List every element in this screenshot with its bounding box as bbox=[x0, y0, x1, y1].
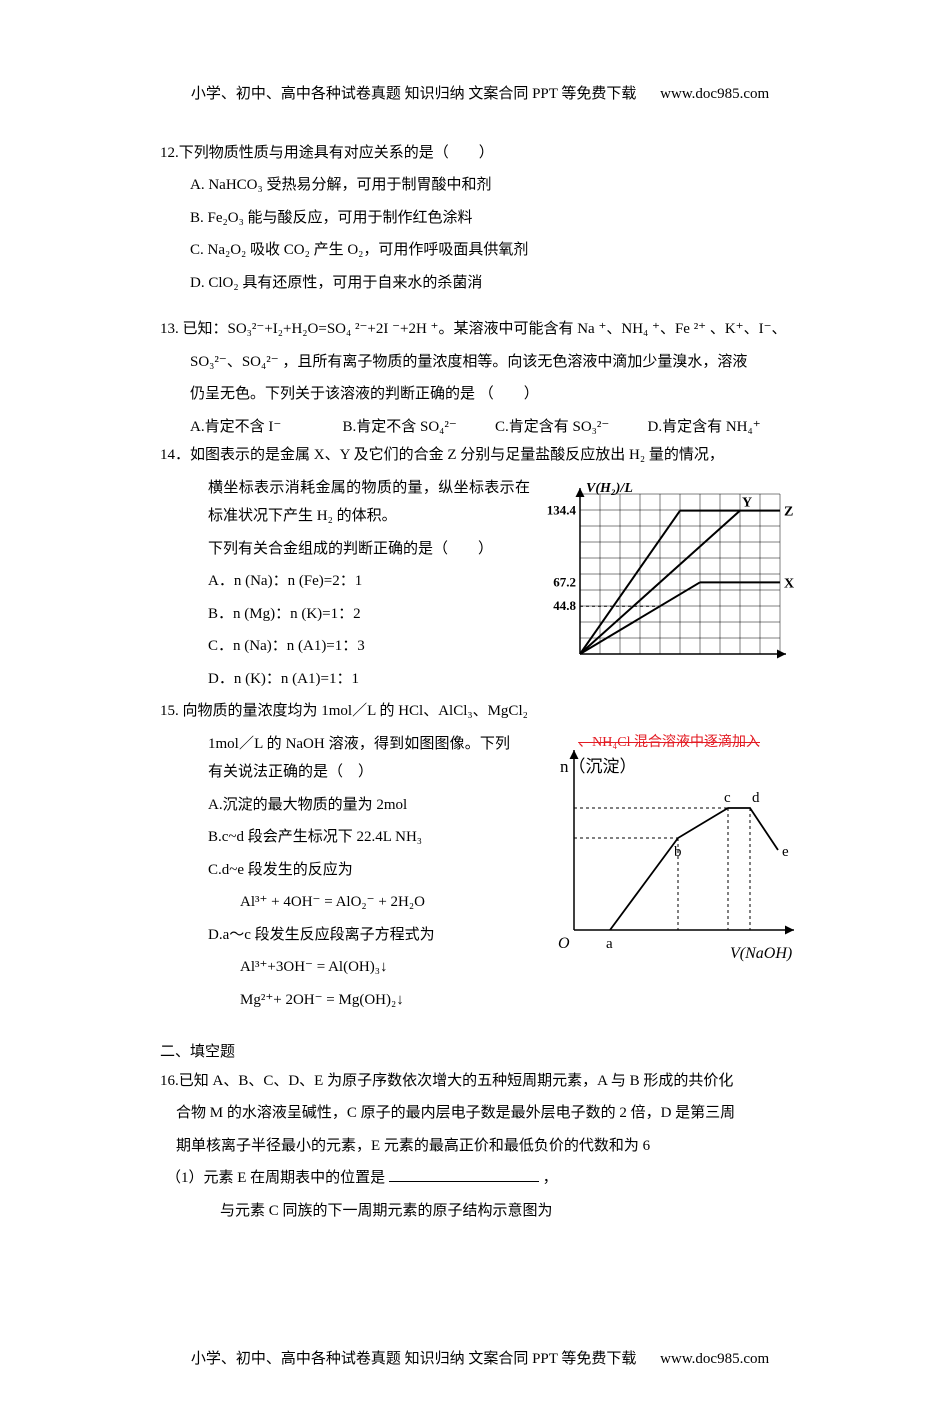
section-2-title: 二、填空题 bbox=[160, 1038, 800, 1067]
q15-d-eq2: Mg²⁺+ 2OH⁻ = Mg(OH)₂↓ bbox=[160, 986, 510, 1015]
svg-text:d: d bbox=[752, 790, 760, 806]
q13-stem-2: SO₃²⁻、SO₄²⁻ ，且所有离子物质的量浓度相等。向该无色溶液中滴加少量溴水… bbox=[160, 348, 800, 377]
svg-text:44.8: 44.8 bbox=[553, 598, 576, 613]
q16-line2: 合物 M 的水溶液呈碱性，C 原子的最内层电子数是最外层电子数的 2 倍，D 是… bbox=[160, 1099, 800, 1128]
q16-line3: 期单核离子半径最小的元素，E 元素的最高正价和最低负价的代数和为 6 bbox=[160, 1132, 800, 1161]
q12-opt-a: A. NaHCO₃ 受热易分解，可用于制胃酸中和剂 bbox=[160, 171, 800, 200]
q15-stem-1: 15. 向物质的量浓度均为 1mol／L 的 HCl、AlCl₃、MgCl₂ bbox=[160, 697, 530, 726]
q14-opt-d: D．n (K)：n (A1)=1：1 bbox=[160, 665, 530, 694]
svg-text:b: b bbox=[674, 844, 682, 860]
q16-sub1-a: （1）元素 E 在周期表中的位置是 bbox=[166, 1170, 385, 1186]
header-text: 小学、初中、高中各种试卷真题 知识归纳 文案合同 PPT 等免费下载 bbox=[191, 86, 637, 102]
q16-sub1: （1）元素 E 在周期表中的位置是 ， bbox=[160, 1164, 800, 1193]
svg-text:V(NaOH): V(NaOH) bbox=[730, 945, 792, 962]
svg-text:O: O bbox=[558, 935, 570, 952]
header-url: www.doc985.com bbox=[660, 86, 769, 102]
q14-opt-a: A．n (Na)：n (Fe)=2：1 bbox=[160, 567, 530, 596]
q13-options: A.肯定不含 I⁻ B.肯定不含 SO₄²⁻ C.肯定含有 SO₃²⁻ D.肯定… bbox=[160, 413, 800, 442]
q15-opt-a: A.沉淀的最大物质的量为 2mol bbox=[160, 791, 510, 820]
page-footer: 小学、初中、高中各种试卷真题 知识归纳 文案合同 PPT 等免费下载 www.d… bbox=[160, 1345, 800, 1374]
q14-opt-b: B．n (Mg)：n (K)=1：2 bbox=[160, 600, 530, 629]
q14-stem-2: 横坐标表示消耗金属的物质的量，纵坐标表示在标准状况下产生 H₂ 的体积。 bbox=[160, 474, 530, 531]
q13-opt-c: C.肯定含有 SO₃²⁻ bbox=[495, 413, 648, 442]
page-header: 小学、初中、高中各种试卷真题 知识归纳 文案合同 PPT 等免费下载 www.d… bbox=[160, 80, 800, 109]
q13-opt-b: B.肯定不含 SO₄²⁻ bbox=[343, 413, 496, 442]
blank-fill bbox=[389, 1166, 539, 1182]
q15-c-eq: Al³⁺ + 4OH⁻ = AlO₂⁻ + 2H₂O bbox=[160, 888, 510, 917]
svg-text:X: X bbox=[784, 576, 794, 591]
footer-url: www.doc985.com bbox=[660, 1351, 769, 1367]
svg-text:c: c bbox=[724, 790, 731, 806]
q13-opt-a: A.肯定不含 I⁻ bbox=[190, 413, 343, 442]
svg-text:134.4: 134.4 bbox=[547, 502, 577, 517]
svg-text:e: e bbox=[782, 844, 789, 860]
svg-text:V(H₂)/L: V(H₂)/L bbox=[586, 481, 633, 496]
svg-text:a: a bbox=[606, 936, 613, 952]
q14-stem-3: 下列有关合金组成的判断正确的是（ ） bbox=[160, 535, 530, 564]
svg-text:n（沉淀）: n（沉淀） bbox=[560, 757, 637, 776]
q12-stem: 12.下列物质性质与用途具有对应关系的是（ ） bbox=[160, 139, 800, 168]
q13-opt-d: D.肯定含有 NH₄⁺ bbox=[648, 413, 801, 442]
q13-stem-1: 13. 已知：SO₃²⁻+I₂+H₂O=SO₄ ²⁻+2I ⁻+2H ⁺。某溶液… bbox=[160, 315, 800, 344]
q12-opt-b: B. Fe₂O₃ 能与酸反应，可用于制作红色涂料 bbox=[160, 204, 800, 233]
q16-line1: 16.已知 A、B、C、D、E 为原子序数依次增大的五种短周期元素，A 与 B … bbox=[160, 1067, 800, 1096]
q15-opt-b: B.c~d 段会产生标况下 22.4L NH₃ bbox=[160, 823, 510, 852]
svg-text:67.2: 67.2 bbox=[553, 574, 576, 589]
footer-text: 小学、初中、高中各种试卷真题 知识归纳 文案合同 PPT 等免费下载 bbox=[191, 1351, 637, 1367]
chart-h2-volume: 44.8 67.2 134.4 X Y Z V(H₂)/L bbox=[540, 474, 800, 684]
q15-opt-c: C.d~e 段发生的反应为 bbox=[160, 856, 510, 885]
q13-stem-3: 仍呈无色。下列关于该溶液的判断正确的是 （ ） bbox=[160, 380, 800, 409]
q14-opt-c: C．n (Na)：n (A1)=1：3 bbox=[160, 632, 530, 661]
q16-sub1-b: ， bbox=[543, 1170, 558, 1186]
q12-opt-d: D. ClO₂ 具有还原性，可用于自来水的杀菌消 bbox=[160, 269, 800, 298]
svg-text:Y: Y bbox=[742, 495, 752, 510]
q16-sub1-line2: 与元素 C 同族的下一周期元素的原子结构示意图为 bbox=[160, 1197, 800, 1226]
q12-opt-c: C. Na₂O₂ 吸收 CO₂ 产生 O₂，可用作呼吸面具供氧剂 bbox=[160, 236, 800, 265]
chart-precipitate: Oa b c d e n（沉淀） V(NaOH) bbox=[520, 730, 800, 970]
q15-stem-2: 1mol／L 的 NaOH 溶液，得到如图图像。下列有关说法正确的是（ ） bbox=[208, 736, 510, 781]
q15-opt-d: D.a～c 段发生反应段离子方程式为 bbox=[160, 921, 510, 950]
q14-stem-1: 14．如图表示的是金属 X、Y 及它们的合金 Z 分别与足量盐酸反应放出 H₂ … bbox=[160, 441, 800, 470]
svg-text:Z: Z bbox=[784, 504, 793, 519]
q15-d-eq1: Al³⁺+3OH⁻ = Al(OH)₃↓ bbox=[160, 953, 510, 982]
